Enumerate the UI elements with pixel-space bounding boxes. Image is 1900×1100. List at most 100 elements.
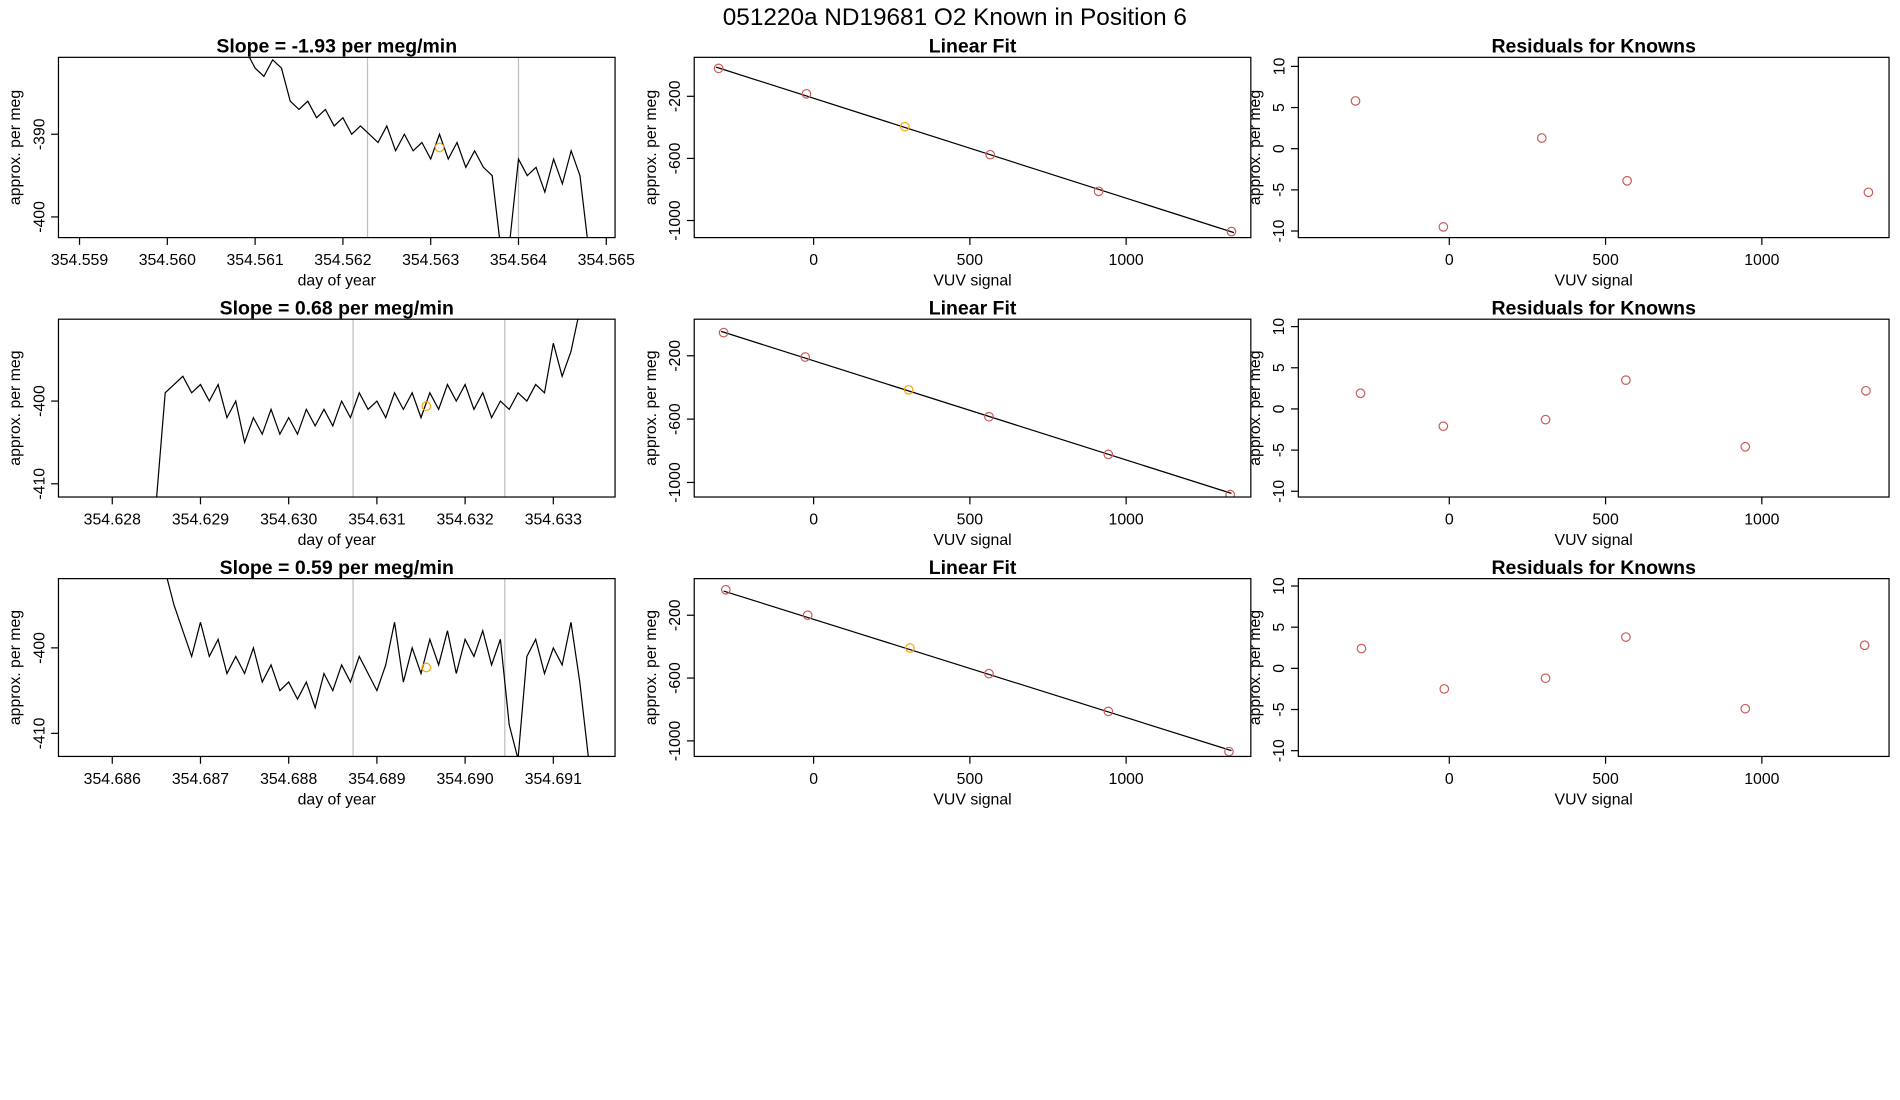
point xyxy=(899,121,910,132)
point xyxy=(903,384,914,395)
point xyxy=(1225,489,1236,498)
x-axis-label: day of year xyxy=(298,532,377,549)
x-tick-label: 354.561 xyxy=(227,252,284,269)
x-tick-label: 354.559 xyxy=(51,252,108,269)
point xyxy=(985,149,996,160)
panel-title: Linear Fit xyxy=(929,298,1017,320)
y-tick-label: -1000 xyxy=(667,200,684,241)
data-line xyxy=(166,578,589,757)
point xyxy=(800,352,811,362)
x-tick-label: 354.633 xyxy=(525,511,582,528)
y-axis-label: approx. per meg xyxy=(7,90,24,205)
y-tick-label: -10 xyxy=(1271,739,1288,762)
y-tick-label: 0 xyxy=(1271,144,1288,153)
data-line xyxy=(156,319,579,498)
panel-title: Slope = 0.59 per meg/min xyxy=(220,557,454,579)
point xyxy=(1863,187,1874,198)
x-tick-label: 500 xyxy=(1592,771,1619,788)
x-tick-label: 1000 xyxy=(1109,252,1144,269)
y-tick-label: -410 xyxy=(31,468,48,500)
x-tick-label: 354.562 xyxy=(314,252,371,269)
y-tick-label: -600 xyxy=(667,142,684,174)
point xyxy=(1226,226,1237,237)
x-axis-label: day of year xyxy=(298,791,377,808)
point xyxy=(720,584,731,595)
point xyxy=(1439,684,1450,694)
x-axis-label: VUV signal xyxy=(933,791,1011,808)
plot-area xyxy=(1355,375,1871,452)
plot-frame xyxy=(57,578,616,758)
y-axis-label: approx. per meg xyxy=(643,610,660,725)
x-tick-label: 0 xyxy=(809,771,818,788)
plot-area xyxy=(248,57,588,238)
x-tick-label: 354.686 xyxy=(84,771,141,788)
x-tick-label: 1000 xyxy=(1744,771,1779,788)
x-tick-label: 354.631 xyxy=(348,511,405,528)
point xyxy=(1355,388,1366,399)
y-tick-label: 5 xyxy=(1271,103,1288,112)
y-tick-label: 5 xyxy=(1271,363,1288,372)
y-tick-label: 5 xyxy=(1271,623,1288,632)
y-tick-label: -5 xyxy=(1271,443,1288,457)
y-tick-label: -200 xyxy=(667,80,684,112)
point xyxy=(1438,421,1449,432)
x-tick-label: 1000 xyxy=(1744,252,1779,269)
x-tick-label: 0 xyxy=(809,252,818,269)
x-axis-label: VUV signal xyxy=(1555,791,1633,808)
y-tick-label: 10 xyxy=(1271,577,1288,595)
x-tick-label: 0 xyxy=(1445,252,1454,269)
plot-frame xyxy=(1297,56,1890,239)
plot-frame xyxy=(1297,318,1890,498)
x-tick-label: 354.628 xyxy=(84,511,141,528)
x-axis-label: VUV signal xyxy=(1555,532,1633,549)
x-tick-label: 354.563 xyxy=(402,252,459,269)
point xyxy=(904,643,915,653)
y-tick-label: -5 xyxy=(1271,183,1288,197)
y-tick-label: 0 xyxy=(1271,664,1288,673)
point xyxy=(984,411,994,422)
point xyxy=(802,610,813,621)
y-tick-label: -200 xyxy=(667,599,684,631)
x-tick-label: 1000 xyxy=(1109,511,1144,528)
y-axis-label: approx. per meg xyxy=(1247,90,1264,205)
panel-title: Linear Fit xyxy=(929,557,1017,579)
y-axis-label: approx. per meg xyxy=(1247,350,1264,465)
y-tick-label: -600 xyxy=(667,403,684,435)
plot-frame xyxy=(57,318,616,498)
panel-title: Residuals for Knowns xyxy=(1491,557,1696,579)
panel-title: Slope = -1.93 per meg/min xyxy=(216,36,457,58)
x-tick-label: 1000 xyxy=(1109,771,1144,788)
x-tick-label: 0 xyxy=(1445,511,1454,528)
x-tick-label: 354.687 xyxy=(172,771,229,788)
point xyxy=(718,327,729,338)
y-tick-label: -10 xyxy=(1271,219,1288,242)
y-tick-label: 10 xyxy=(1271,57,1288,75)
x-tick-label: 354.690 xyxy=(436,771,493,788)
point xyxy=(1350,96,1361,106)
fit-line xyxy=(720,330,1232,494)
plot-frame xyxy=(693,318,1252,498)
panel-title: Residuals for Knowns xyxy=(1491,36,1696,58)
x-tick-label: 500 xyxy=(957,771,984,788)
point xyxy=(1540,414,1551,425)
x-axis-label: day of year xyxy=(298,273,377,290)
plot-area xyxy=(1350,96,1874,232)
y-tick-label: -600 xyxy=(667,662,684,694)
y-tick-label: -390 xyxy=(31,118,48,150)
point xyxy=(1622,175,1632,186)
y-tick-label: -5 xyxy=(1271,702,1288,716)
y-axis-label: approx. per meg xyxy=(643,90,660,205)
panel-title: Slope = 0.68 per meg/min xyxy=(220,298,454,320)
page-title: 051220a ND19681 O2 Known in Position 6 xyxy=(723,4,1187,31)
fit-line xyxy=(715,66,1235,234)
point xyxy=(984,668,994,679)
x-tick-label: 0 xyxy=(809,511,818,528)
panel-title: Residuals for Knowns xyxy=(1491,298,1696,320)
point xyxy=(1621,632,1631,642)
x-tick-label: 500 xyxy=(957,252,984,269)
x-tick-label: 1000 xyxy=(1744,511,1779,528)
x-axis-label: VUV signal xyxy=(933,532,1011,549)
y-tick-label: -200 xyxy=(667,340,684,372)
